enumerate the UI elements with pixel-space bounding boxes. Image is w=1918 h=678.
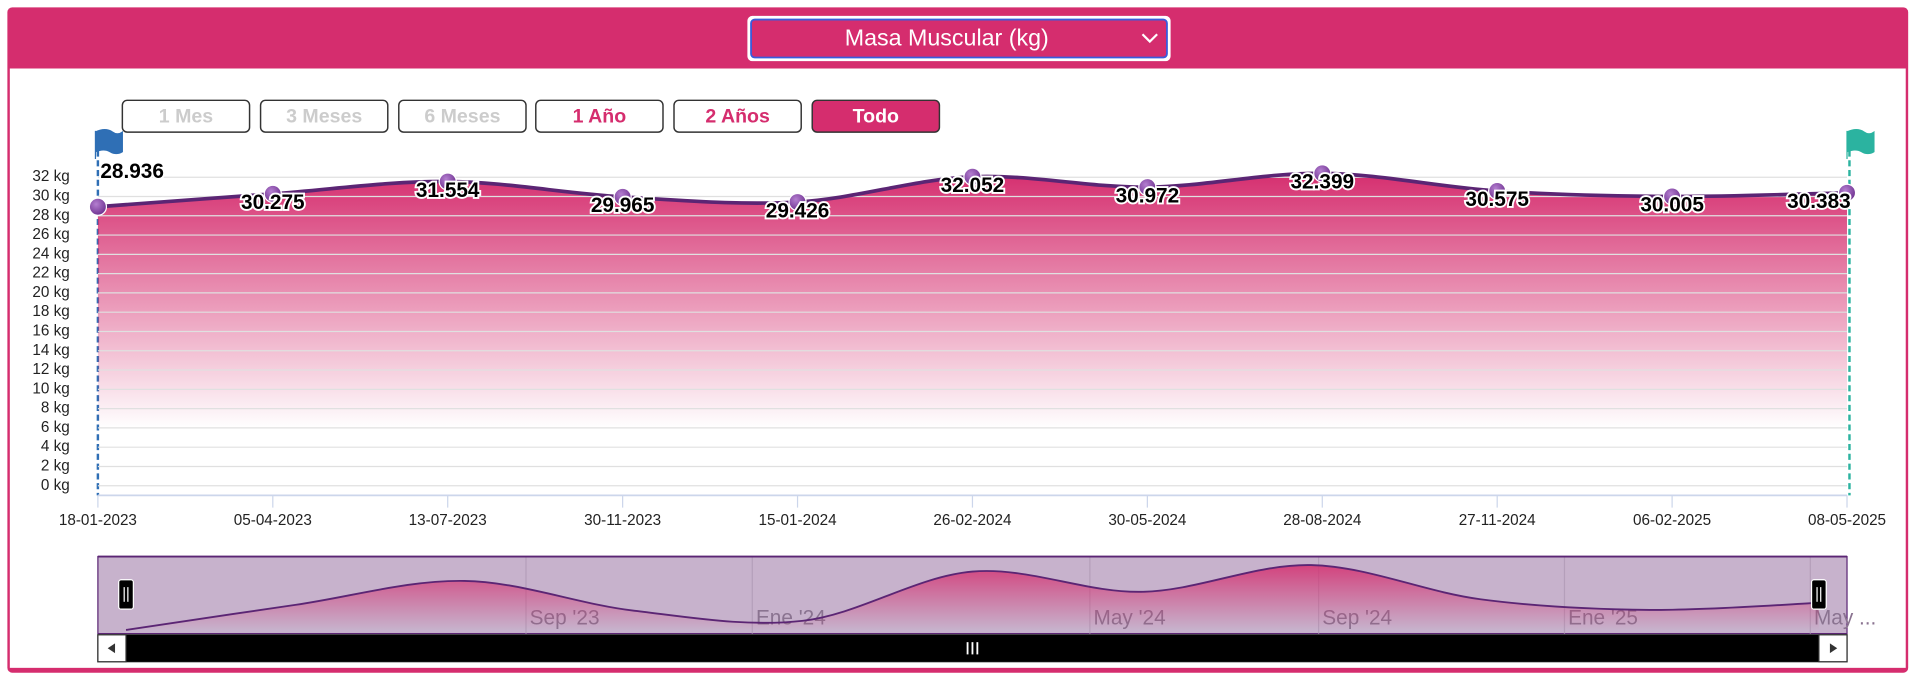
marker: [788, 192, 807, 212]
navigator-line: [125, 564, 1819, 631]
end-flag-icon: [1846, 129, 1875, 160]
data-label: 31.554: [416, 179, 480, 202]
range-button-label: 3 Meses: [286, 106, 362, 128]
arrow-right: [1829, 643, 1838, 654]
y-tick-label: 12 kg: [32, 361, 69, 378]
data-label: 29.426: [766, 199, 830, 222]
range-button-label: 6 Meses: [424, 106, 500, 128]
x-tick-label: 18-01-2023: [59, 512, 137, 529]
range-button-box: [259, 99, 389, 133]
data-label: 30.005: [1640, 194, 1704, 217]
marker: [88, 197, 108, 216]
y-tick-label: 10 kg: [32, 380, 69, 397]
range-button: 1 Mes: [121, 99, 251, 133]
data-label: 30.575: [1465, 188, 1529, 211]
arrow-left: [107, 643, 116, 654]
handle-box: [1810, 579, 1827, 610]
navigator-label: May ...: [1814, 606, 1876, 629]
data-label: 32.399: [1290, 171, 1354, 194]
y-tick-label: 20 kg: [32, 284, 69, 301]
x-tick-label: 15-01-2024: [758, 512, 837, 529]
y-tick-label: 8 kg: [41, 400, 70, 417]
navigator-area: [126, 565, 1819, 634]
y-tick-label: 24 kg: [32, 245, 69, 262]
range-button-box: [535, 99, 664, 133]
dropdown-label: Masa Muscular (kg): [845, 24, 1049, 50]
data-label: 29.965: [591, 194, 655, 217]
marker: [263, 184, 282, 204]
range-button-label: 1 Año: [573, 106, 627, 128]
range-button: 3 Meses: [259, 99, 389, 133]
marker: [963, 167, 982, 186]
range-button[interactable]: Todo: [811, 99, 941, 133]
y-tick-label: 18 kg: [32, 303, 69, 320]
y-tick-label: 14 kg: [32, 342, 69, 359]
y-tick-label: 30 kg: [32, 188, 69, 205]
data-label: 30.383: [1787, 190, 1851, 213]
y-tick-label: 16 kg: [32, 323, 69, 340]
dropdown-box: [750, 18, 1168, 59]
x-tick-label: 13-07-2023: [409, 512, 487, 529]
y-tick-label: 26 kg: [32, 226, 69, 243]
range-button-box: [811, 99, 941, 133]
x-tick-label: 27-11-2024: [1459, 512, 1536, 529]
data-label: 30.275: [241, 191, 305, 214]
marker: [1662, 187, 1682, 206]
marker: [1138, 177, 1157, 197]
marker: [438, 172, 457, 191]
range-button-box: [398, 99, 527, 133]
y-tick-label: 28 kg: [32, 207, 69, 224]
handle-box: [118, 579, 134, 610]
marker: [1837, 183, 1857, 202]
data-label: 32.052: [941, 174, 1005, 197]
dropdown[interactable]: Masa Muscular (kg): [747, 15, 1171, 62]
range-button[interactable]: 1 Año: [535, 99, 664, 133]
x-tick-label: 06-02-2025: [1633, 512, 1711, 529]
x-tick-label: 30-05-2024: [1108, 512, 1187, 529]
range-button-label: 1 Mes: [159, 106, 213, 128]
dropdown-chevron: [1141, 33, 1158, 44]
y-tick-label: 2 kg: [41, 457, 70, 474]
range-button-box: [673, 99, 802, 133]
data-label: 28.936: [100, 160, 164, 183]
range-button[interactable]: 2 Años: [673, 99, 802, 133]
y-tick-label: 0 kg: [41, 477, 70, 494]
x-tick-label: 08-05-2025: [1808, 512, 1886, 529]
data-label: 30.972: [1116, 184, 1180, 207]
x-tick-label: 05-04-2023: [234, 512, 312, 529]
y-tick-label: 32 kg: [32, 168, 69, 185]
navigator-handle[interactable]: [118, 579, 134, 610]
y-tick-label: 4 kg: [41, 438, 70, 455]
y-tick-label: 6 kg: [41, 419, 70, 436]
navigator-handle[interactable]: [1810, 579, 1827, 610]
marker: [613, 187, 632, 207]
range-button-box: [121, 99, 251, 133]
range-button-label: 2 Años: [705, 106, 770, 128]
marker: [1313, 164, 1332, 183]
scrollbar[interactable]: [97, 634, 1848, 663]
marker: [1488, 181, 1507, 201]
x-tick-label: 28-08-2024: [1283, 512, 1362, 529]
range-button-label: Todo: [853, 106, 899, 128]
x-tick-label: 26-02-2024: [933, 512, 1012, 529]
x-tick-label: 30-11-2023: [584, 512, 661, 529]
start-flag-icon: [94, 129, 123, 160]
range-button: 6 Meses: [398, 99, 527, 133]
y-tick-label: 22 kg: [32, 265, 69, 282]
range-selector: 1 Mes 3 Meses 6 Meses 1 Año 2 Años Todo: [121, 99, 941, 133]
plot: 0 kg 2 kg 4 kg 6 kg 8 kg 10 kg 12 kg 14 kg 16 kg…: [32, 158, 1886, 529]
